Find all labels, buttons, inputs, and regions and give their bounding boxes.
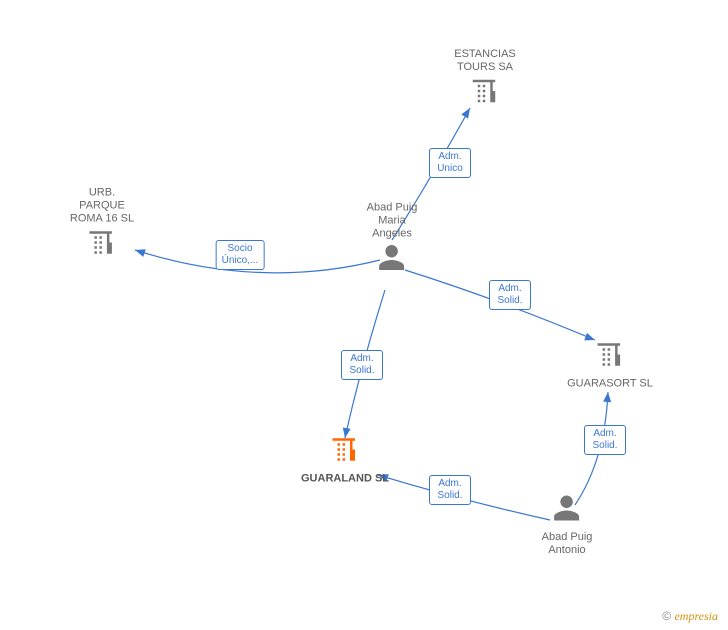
node-guarasort[interactable]: GUARASORT SL — [567, 340, 653, 391]
edge-label: Adm. Solid. — [341, 350, 383, 380]
node-guaraland[interactable]: GUARALAND SL — [301, 435, 389, 486]
node-label: GUARASORT SL — [567, 378, 653, 391]
arrowhead — [603, 392, 612, 403]
edge-label: Adm. Solid. — [584, 425, 626, 455]
copyright-symbol: © — [662, 609, 671, 623]
edge-label: Adm. Solid. — [489, 280, 531, 310]
edge-label: Adm. Unico — [429, 148, 471, 178]
building-icon — [301, 435, 389, 471]
node-label: Abad Puig Antonio — [542, 531, 593, 557]
person-icon — [367, 243, 418, 279]
diagram-canvas: © empresia Adm. Unico Socio Único,... Adm.… — [0, 0, 728, 630]
edges-layer — [0, 0, 728, 630]
node-estancias[interactable]: ESTANCIAS TOURS SA — [454, 48, 516, 112]
node-antonio[interactable]: Abad Puig Antonio — [542, 493, 593, 557]
person-icon — [542, 493, 593, 529]
node-label: ESTANCIAS TOURS SA — [454, 48, 516, 74]
edge-label: Adm. Solid. — [429, 475, 471, 505]
node-urb[interactable]: URB. PARQUE ROMA 16 SL — [70, 187, 134, 264]
building-icon — [70, 228, 134, 264]
node-label: URB. PARQUE ROMA 16 SL — [70, 187, 134, 226]
arrowhead — [134, 246, 146, 257]
node-maria[interactable]: Abad Puig Maria Angeles — [367, 202, 418, 279]
edge-label: Socio Único,... — [216, 240, 265, 270]
building-icon — [454, 76, 516, 112]
building-icon — [567, 340, 653, 376]
footer-attribution: © empresia — [662, 609, 718, 624]
brand-name: empresia — [674, 609, 718, 623]
node-label: GUARALAND SL — [301, 473, 389, 486]
node-label: Abad Puig Maria Angeles — [367, 202, 418, 241]
